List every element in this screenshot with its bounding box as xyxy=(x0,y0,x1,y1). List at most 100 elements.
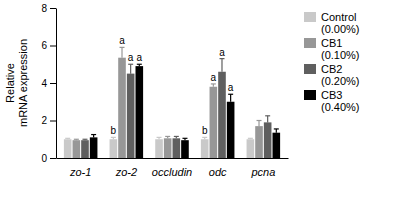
error-bar xyxy=(120,47,125,57)
bar xyxy=(227,102,235,158)
error-bar xyxy=(165,136,170,138)
error-bar xyxy=(137,64,142,66)
error-cap xyxy=(248,138,253,139)
y-tick-label: 8 xyxy=(41,3,47,14)
bars xyxy=(64,47,280,158)
legend-label-line: CB1 xyxy=(321,37,342,49)
y-tick: 2 xyxy=(41,115,56,126)
y-tick-mark xyxy=(50,121,56,122)
error-cap xyxy=(202,137,207,138)
y-tick: 6 xyxy=(41,40,56,51)
y-tick-label: 4 xyxy=(41,78,47,89)
significance-letter: a xyxy=(211,72,217,83)
bar xyxy=(218,72,226,158)
x-tick: odc xyxy=(209,158,227,178)
y-tick: 8 xyxy=(41,3,56,14)
error-bar xyxy=(157,137,162,139)
error-cap xyxy=(211,83,216,84)
bar xyxy=(201,139,209,158)
error-bar xyxy=(182,138,187,140)
y-tick-label: 2 xyxy=(41,115,47,126)
bar xyxy=(255,126,263,158)
error-bar xyxy=(265,116,270,123)
legend-swatch xyxy=(304,38,316,48)
y-tick-mark xyxy=(50,83,56,84)
bar xyxy=(173,138,181,158)
bar xyxy=(127,74,135,158)
error-bar xyxy=(65,138,70,140)
error-bar xyxy=(274,129,279,133)
y-label-line: mRNA expression xyxy=(17,39,29,127)
bar xyxy=(164,138,172,158)
y-axis-line xyxy=(56,9,57,159)
error-bar xyxy=(74,139,79,141)
legend-item: CB3(0.40%) xyxy=(304,89,360,113)
error-line xyxy=(130,64,131,73)
error-bar xyxy=(202,137,207,139)
error-bar xyxy=(228,94,233,102)
error-cap xyxy=(91,134,96,135)
legend-label: Control(0.00%) xyxy=(321,11,360,35)
error-bar xyxy=(111,137,116,139)
significance-letter: a xyxy=(219,47,225,58)
error-cap xyxy=(257,120,262,121)
y-tick-mark xyxy=(50,46,56,47)
x-tick-label: pcna xyxy=(250,166,275,178)
bar xyxy=(135,66,143,158)
legend-item: Control(0.00%) xyxy=(304,11,360,35)
legend-label-line: CB3 xyxy=(321,89,342,101)
bar xyxy=(273,133,281,158)
y-tick-label: 0 xyxy=(41,153,47,164)
error-cap xyxy=(120,47,125,48)
legend-label: CB2(0.20%) xyxy=(321,63,360,87)
y-tick: 0 xyxy=(41,153,56,164)
y-label: RelativemRNA expression xyxy=(4,39,29,127)
error-bar xyxy=(128,64,133,73)
significance-letter: a xyxy=(228,82,234,93)
x-tick: zo-2 xyxy=(115,158,137,178)
x-tick-label: zo-1 xyxy=(69,166,91,178)
y-axis: 0 2 4 6 8 xyxy=(41,3,56,164)
x-tick: zo-1 xyxy=(69,158,91,178)
legend-label-line: CB2 xyxy=(321,63,342,75)
y-tick-label: 6 xyxy=(41,40,47,51)
bar xyxy=(64,139,72,158)
error-cap xyxy=(111,137,116,138)
significance-letter: a xyxy=(128,52,134,63)
x-tick-label: odc xyxy=(209,166,227,178)
significance-letter: a xyxy=(137,52,143,63)
bar xyxy=(155,139,163,158)
error-bar xyxy=(174,136,179,138)
error-cap xyxy=(228,94,233,95)
error-cap xyxy=(137,64,142,65)
legend-swatch xyxy=(304,12,316,22)
legend-label-line: (0.40%) xyxy=(321,101,360,113)
bar xyxy=(210,87,218,158)
error-bar xyxy=(219,59,224,72)
y-tick-mark xyxy=(50,158,56,159)
error-cap xyxy=(74,139,79,140)
y-tick: 4 xyxy=(41,78,56,89)
error-cap xyxy=(82,139,87,140)
error-cap xyxy=(165,136,170,137)
y-tick-mark xyxy=(50,8,56,9)
error-line xyxy=(267,116,268,123)
significance-letter: b xyxy=(202,125,208,136)
error-bar xyxy=(82,139,87,141)
legend-label-line: (0.20%) xyxy=(321,75,360,87)
x-tick-label: zo-2 xyxy=(115,166,137,178)
y-label-line: Relative xyxy=(4,63,16,103)
x-tick-label: occludin xyxy=(152,166,192,178)
legend-label: CB1(0.10%) xyxy=(321,37,360,61)
bar xyxy=(110,139,118,158)
bar xyxy=(247,139,255,158)
error-cap xyxy=(157,137,162,138)
legend-swatch xyxy=(304,90,316,100)
legend-label-line: (0.00%) xyxy=(321,23,360,35)
error-cap xyxy=(182,138,187,139)
error-line xyxy=(121,47,122,57)
error-line xyxy=(221,59,222,72)
bar xyxy=(118,58,126,158)
x-axis: zo-1 zo-2 occludin odc pcna xyxy=(57,158,289,178)
error-bar xyxy=(248,138,253,140)
